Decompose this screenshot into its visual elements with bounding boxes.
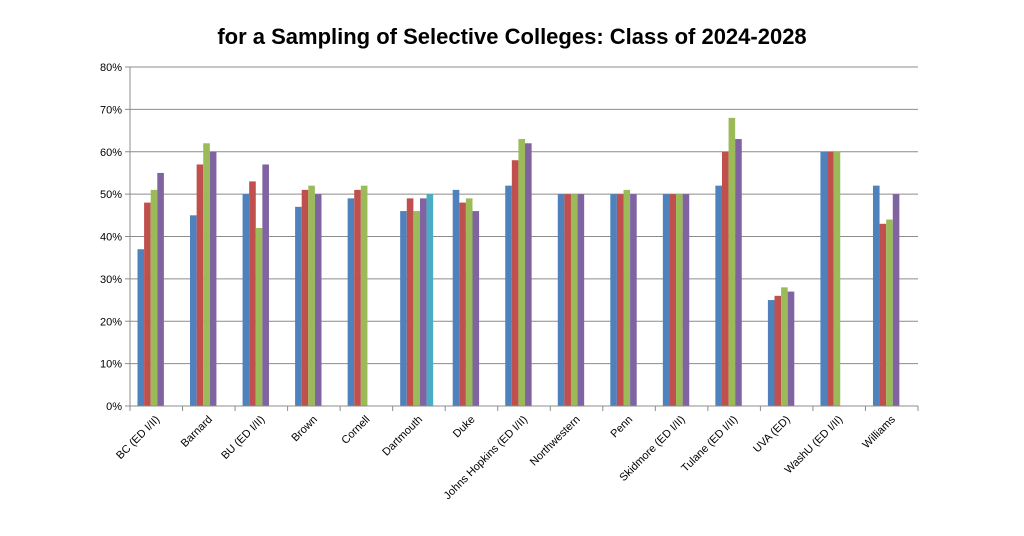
- bar: [406, 198, 414, 406]
- bar: [715, 185, 722, 406]
- bar: [249, 181, 256, 406]
- bar: [255, 228, 263, 406]
- bar: [886, 219, 893, 406]
- bar: [787, 291, 795, 406]
- chart-title: for a Sampling of Selective Colleges: Cl…: [217, 24, 807, 49]
- y-tick-label: 50%: [100, 189, 122, 201]
- x-category-label: Williams: [860, 413, 898, 451]
- bar: [577, 194, 585, 406]
- bar: [452, 189, 460, 406]
- bar: [728, 117, 736, 406]
- bar: [616, 194, 624, 406]
- bar: [209, 151, 217, 406]
- bar: [630, 194, 637, 406]
- bar: [525, 143, 532, 406]
- bar: [400, 211, 407, 406]
- bar: [347, 198, 355, 406]
- x-category-label: Dartmouth: [380, 414, 425, 459]
- x-category-label: BC (ED I/II): [114, 414, 162, 462]
- bar: [610, 194, 617, 406]
- bar: [564, 194, 571, 406]
- bar: [676, 194, 683, 406]
- bar: [413, 211, 420, 406]
- axes: [129, 67, 919, 411]
- bar: [669, 194, 677, 406]
- bar: [196, 164, 204, 406]
- x-category-label: UVA (ED): [751, 414, 793, 456]
- y-tick-label: 10%: [100, 359, 122, 371]
- y-tick-label: 30%: [100, 274, 122, 286]
- bar: [833, 151, 841, 406]
- bar: [879, 223, 887, 406]
- bar: [505, 185, 512, 406]
- bar: [354, 189, 361, 406]
- x-category-label: WashU (ED I/II): [783, 414, 846, 477]
- bar: [682, 194, 690, 406]
- y-axis-ticks: 0% 10% 20% 30% 40% 50% 60% 70% 80%: [100, 62, 130, 413]
- bar: [774, 295, 782, 406]
- bar: [360, 185, 368, 406]
- bar: [203, 143, 210, 406]
- bar: [767, 300, 775, 406]
- y-tick-label: 0%: [106, 401, 122, 413]
- x-category-label: Tulane (ED I/II): [679, 414, 740, 475]
- bar: [419, 198, 427, 406]
- bar: [137, 249, 145, 406]
- bar: [295, 206, 302, 406]
- x-category-label: Penn: [609, 414, 636, 441]
- bar: [892, 194, 900, 406]
- bar: [735, 139, 742, 406]
- bars: [137, 117, 900, 406]
- y-tick-label: 40%: [100, 232, 122, 244]
- bar: [872, 185, 880, 406]
- bar: [623, 189, 631, 406]
- bar: [262, 164, 269, 406]
- bar: [820, 151, 828, 406]
- x-category-label: Northwestern: [528, 414, 583, 469]
- bar: [426, 194, 434, 406]
- bar: [518, 139, 526, 406]
- x-category-label: Barnard: [179, 414, 215, 450]
- bar: [150, 189, 158, 406]
- y-tick-label: 60%: [100, 147, 122, 159]
- bar: [570, 194, 578, 406]
- x-axis-labels: BC (ED I/II) Barnard BU (ED I/II) Brown Corn…: [114, 413, 898, 502]
- y-tick-label: 20%: [100, 316, 122, 328]
- bar: [721, 151, 729, 406]
- bar: [465, 198, 473, 406]
- bar: [190, 215, 197, 406]
- bar: [314, 194, 322, 406]
- x-category-label: Brown: [289, 414, 320, 445]
- y-tick-label: 80%: [100, 62, 122, 74]
- bar: [301, 189, 309, 406]
- bar: [557, 194, 565, 406]
- bar: [144, 202, 151, 406]
- bar: [781, 287, 788, 406]
- x-category-label: Duke: [451, 414, 478, 441]
- bar: [827, 151, 834, 406]
- bar: [511, 160, 519, 406]
- bar: [157, 172, 164, 406]
- bar: [308, 185, 315, 406]
- x-category-label: Cornell: [339, 414, 372, 447]
- bar: [459, 202, 466, 406]
- bar: [242, 194, 250, 406]
- bar: [662, 194, 670, 406]
- y-tick-label: 70%: [100, 104, 122, 116]
- bar: [472, 211, 480, 406]
- x-category-label: BU (ED I/II): [219, 414, 267, 462]
